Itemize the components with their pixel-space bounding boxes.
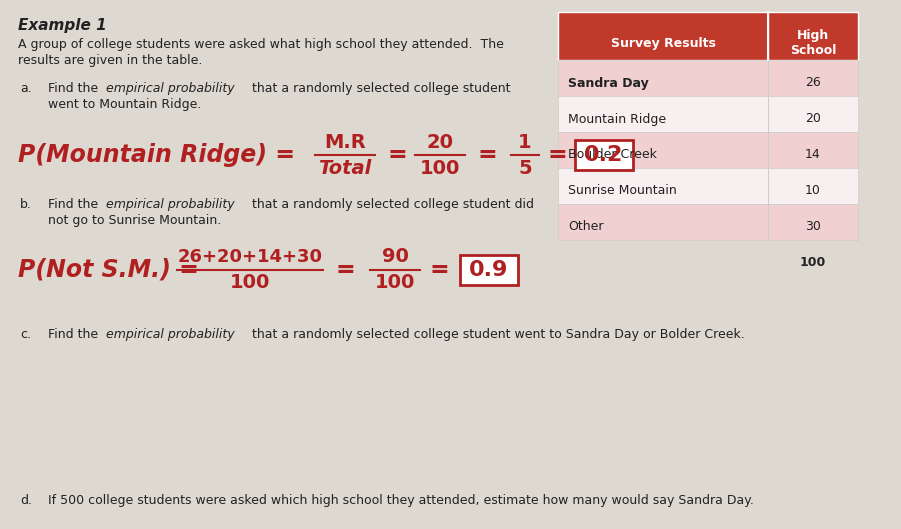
Text: empirical probability: empirical probability [106, 82, 234, 95]
Text: Total: Total [318, 159, 371, 178]
Bar [558, 132, 768, 168]
Text: Find the: Find the [48, 198, 102, 211]
Text: 100: 100 [420, 159, 460, 178]
Text: c.: c. [20, 328, 31, 341]
Bar [768, 132, 858, 168]
Text: not go to Sunrise Mountain.: not go to Sunrise Mountain. [48, 214, 222, 227]
Text: =: = [430, 258, 450, 282]
Text: If 500 college students were asked which high school they attended, estimate how: If 500 college students were asked which… [48, 494, 754, 507]
Text: went to Mountain Ridge.: went to Mountain Ridge. [48, 98, 202, 111]
Bar [558, 204, 768, 240]
Text: results are given in the table.: results are given in the table. [18, 54, 203, 67]
Bar [768, 60, 858, 96]
Text: 5: 5 [518, 159, 532, 178]
Text: Boulder Creek: Boulder Creek [568, 149, 657, 161]
Bar [575, 140, 633, 170]
Text: 0.9: 0.9 [469, 260, 509, 280]
Bar [460, 255, 518, 285]
Text: High
School: High School [790, 29, 836, 57]
Text: 90: 90 [381, 248, 408, 267]
Text: that a randomly selected college student went to Sandra Day or Bolder Creek.: that a randomly selected college student… [248, 328, 745, 341]
Text: a.: a. [20, 82, 32, 95]
Text: Sandra Day: Sandra Day [568, 77, 649, 89]
Text: Example 1: Example 1 [18, 18, 106, 33]
Text: empirical probability: empirical probability [106, 198, 234, 211]
Text: 20: 20 [805, 113, 821, 125]
Bar [768, 96, 858, 132]
Text: that a randomly selected college student: that a randomly selected college student [248, 82, 511, 95]
Text: b.: b. [20, 198, 32, 211]
Bar [768, 12, 858, 60]
Text: M.R: M.R [324, 133, 366, 152]
Text: =: = [387, 143, 406, 167]
Text: 30: 30 [805, 221, 821, 233]
Text: empirical probability: empirical probability [106, 328, 234, 341]
Text: =: = [547, 143, 567, 167]
Text: 100: 100 [230, 273, 270, 293]
Text: Other: Other [568, 221, 604, 233]
Text: 0.2: 0.2 [585, 145, 623, 165]
Text: Find the: Find the [48, 328, 102, 341]
Text: =: = [335, 258, 355, 282]
Text: =: = [478, 143, 497, 167]
Text: 1: 1 [518, 133, 532, 152]
Bar [768, 168, 858, 204]
Text: Survey Results: Survey Results [611, 37, 715, 50]
Bar [768, 204, 858, 240]
Text: P(Mountain Ridge) =: P(Mountain Ridge) = [18, 143, 295, 167]
Text: 10: 10 [805, 185, 821, 197]
Text: Mountain Ridge: Mountain Ridge [568, 113, 666, 125]
Text: d.: d. [20, 494, 32, 507]
Text: that a randomly selected college student did: that a randomly selected college student… [248, 198, 534, 211]
Text: 26+20+14+30: 26+20+14+30 [177, 248, 323, 266]
Bar [558, 12, 768, 60]
Text: Find the: Find the [48, 82, 102, 95]
Text: Sunrise Mountain: Sunrise Mountain [568, 185, 677, 197]
Text: 14: 14 [805, 149, 821, 161]
Text: A group of college students were asked what high school they attended.  The: A group of college students were asked w… [18, 38, 504, 51]
Bar [558, 60, 768, 96]
Bar [558, 168, 768, 204]
Bar [558, 96, 768, 132]
Text: 26: 26 [805, 77, 821, 89]
Text: 20: 20 [426, 133, 453, 152]
Text: 100: 100 [800, 257, 826, 269]
Text: P(Not S.M.) =: P(Not S.M.) = [18, 258, 199, 282]
Text: 100: 100 [375, 273, 415, 293]
